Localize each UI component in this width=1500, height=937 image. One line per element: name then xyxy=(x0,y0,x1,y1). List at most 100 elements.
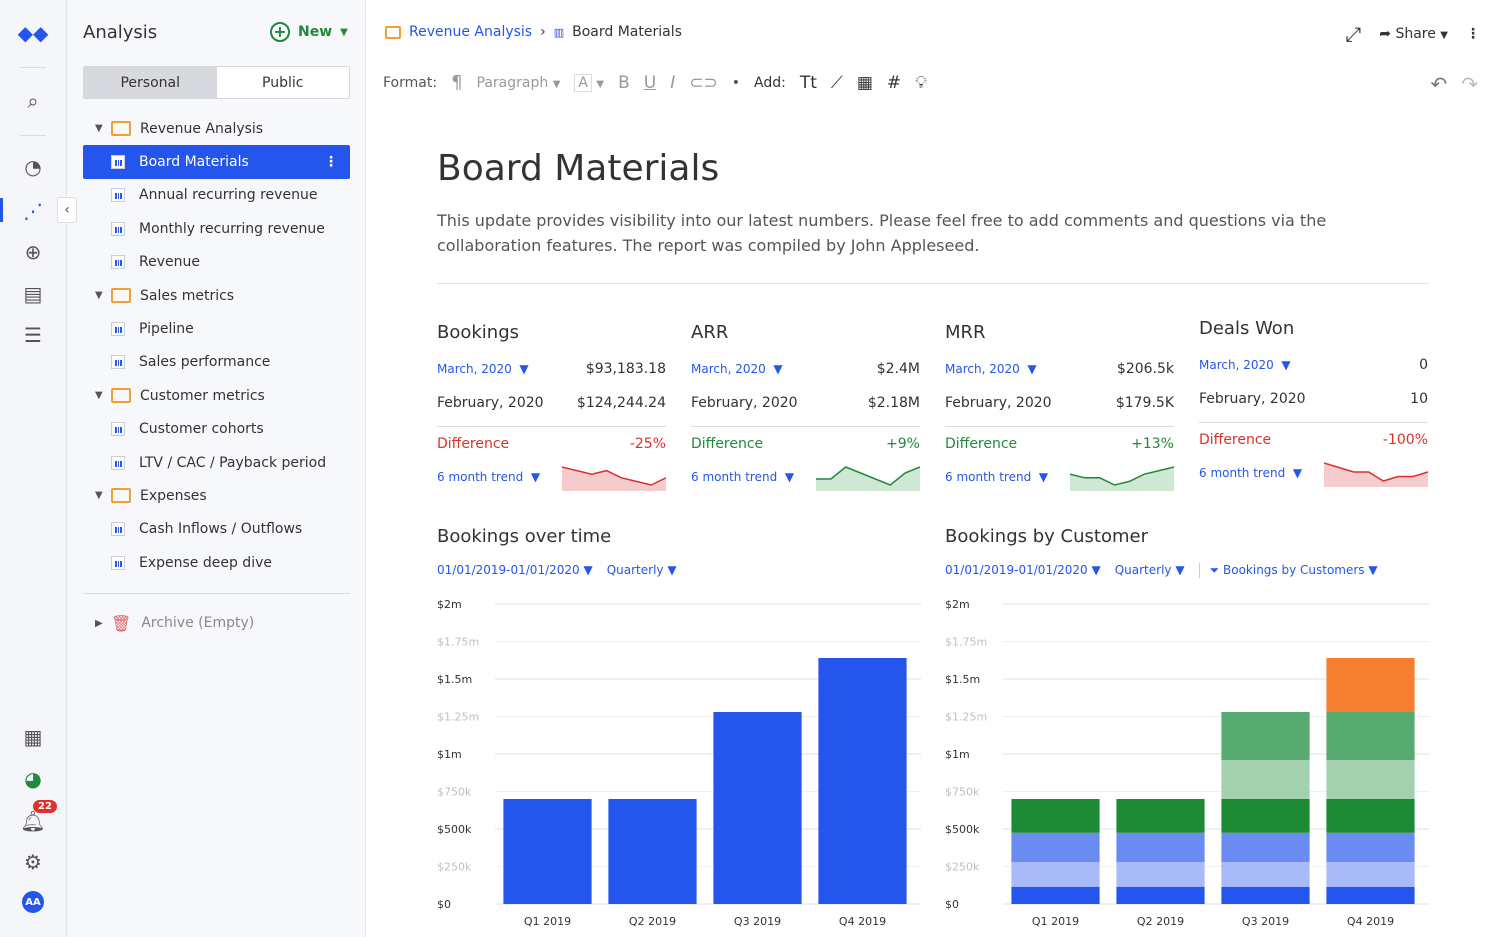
folder-item[interactable]: ▼ Customer metrics xyxy=(83,379,350,412)
avatar[interactable]: AA xyxy=(22,891,44,913)
period-dropdown[interactable]: March, 2020 ▼ xyxy=(945,362,1037,376)
target-icon[interactable]: ⊕ xyxy=(24,240,42,264)
date-range-dropdown[interactable]: 01/01/2019-01/01/2020 ▼ xyxy=(945,563,1101,577)
bold-icon[interactable]: B xyxy=(618,72,630,93)
previous-value: $2.18M xyxy=(867,395,920,411)
caret-right-icon[interactable]: ▶ xyxy=(95,617,103,629)
paragraph-select[interactable]: Paragraph ▼ xyxy=(476,74,561,91)
bar[interactable] xyxy=(503,799,592,904)
report-item[interactable]: Board Materials ⋮ xyxy=(83,145,350,179)
stacked-bar-segment[interactable] xyxy=(1326,760,1415,799)
report-item[interactable]: Sales performance xyxy=(83,346,350,379)
analysis-icon[interactable]: ⋰ xyxy=(23,199,43,223)
gear-icon[interactable]: ⚙ xyxy=(24,850,42,874)
bar[interactable] xyxy=(818,658,907,904)
stacked-bar-segment[interactable] xyxy=(1011,886,1100,904)
stacked-bar-segment[interactable] xyxy=(1011,832,1100,862)
redo-icon[interactable]: ↷ xyxy=(1461,72,1478,96)
expand-icon[interactable]: ⤢ xyxy=(1345,22,1362,46)
breadcrumb-folder[interactable]: Revenue Analysis xyxy=(409,24,533,40)
stacked-bar-segment[interactable] xyxy=(1116,886,1205,904)
line-chart-icon[interactable]: ⟋ xyxy=(830,72,843,93)
share-button[interactable]: ➦ Share ▼ xyxy=(1379,26,1448,42)
trend-dropdown[interactable]: 6 month trend ▼ xyxy=(437,470,541,484)
date-range-dropdown[interactable]: 01/01/2019-01/01/2020 ▼ xyxy=(437,563,593,577)
stacked-bar-segment[interactable] xyxy=(1326,658,1415,712)
folder-item[interactable]: ▼ Sales metrics xyxy=(83,279,350,312)
difference-value: -100% xyxy=(1382,431,1428,448)
history-controls: ↶ ↷ xyxy=(1430,72,1478,96)
bar[interactable] xyxy=(608,799,697,904)
new-button[interactable]: + New ▼ xyxy=(270,22,348,42)
y-tick-label: $1.75m xyxy=(945,636,987,649)
stacked-bar-segment[interactable] xyxy=(1221,760,1310,799)
caret-down-icon[interactable]: ▼ xyxy=(95,290,103,302)
caret-down-icon[interactable]: ▼ xyxy=(95,490,103,502)
more-icon[interactable]: ⋮ xyxy=(324,154,338,171)
caret-down-icon[interactable]: ▼ xyxy=(95,390,103,402)
sparkline-line xyxy=(1324,462,1428,482)
stacked-bar-segment[interactable] xyxy=(1221,862,1310,887)
report-item[interactable]: LTV / CAC / Payback period xyxy=(83,446,350,479)
text-icon[interactable]: Tt xyxy=(799,72,817,93)
report-item[interactable]: Customer cohorts xyxy=(83,413,350,446)
report-item[interactable]: Revenue xyxy=(83,246,350,279)
stacked-bar-segment[interactable] xyxy=(1116,832,1205,862)
trend-dropdown[interactable]: 6 month trend ▼ xyxy=(1199,466,1303,480)
filter-dropdown[interactable]: ⏷ Bookings by Customers ▼ xyxy=(1198,563,1378,578)
trend-dropdown[interactable]: 6 month trend ▼ xyxy=(945,470,1049,484)
undo-icon[interactable]: ↶ xyxy=(1430,72,1448,96)
period-dropdown[interactable]: March, 2020 ▼ xyxy=(691,362,783,376)
report-item[interactable]: Expense deep dive xyxy=(83,546,350,579)
report-item[interactable]: Annual recurring revenue xyxy=(83,179,350,212)
difference-label: Difference xyxy=(691,435,764,452)
list-icon[interactable]: ☰ xyxy=(24,323,42,347)
dashboard-gauge-icon[interactable]: ◔ xyxy=(24,155,42,179)
page-description[interactable]: This update provides visibility into our… xyxy=(437,211,1327,255)
stacked-bar-segment[interactable] xyxy=(1221,799,1310,833)
tab-public[interactable]: Public xyxy=(216,67,349,98)
granularity-dropdown[interactable]: Quarterly ▼ xyxy=(1114,563,1185,577)
stacked-bar-segment[interactable] xyxy=(1326,712,1415,760)
search-icon[interactable]: ⌕ xyxy=(27,89,39,113)
stacked-bar-segment[interactable] xyxy=(1011,799,1100,833)
tab-personal[interactable]: Personal xyxy=(84,67,217,98)
stacked-bar-segment[interactable] xyxy=(1221,712,1310,760)
more-menu-icon[interactable]: ⋮ xyxy=(1466,26,1480,42)
stacked-bar-segment[interactable] xyxy=(1221,832,1310,862)
pilcrow-icon[interactable]: ¶ xyxy=(451,72,463,93)
bell-icon[interactable]: 🔔︎ xyxy=(20,809,46,833)
insight-bulb-icon[interactable]: 💡︎ xyxy=(915,72,928,93)
trend-dropdown[interactable]: 6 month trend ▼ xyxy=(691,470,795,484)
stacked-bar-segment[interactable] xyxy=(1011,862,1100,887)
bar[interactable] xyxy=(713,712,802,904)
period-dropdown[interactable]: March, 2020 ▼ xyxy=(437,362,529,376)
table-icon[interactable]: ▦ xyxy=(856,72,873,93)
stacked-bar-segment[interactable] xyxy=(1221,886,1310,904)
stacked-bar-segment[interactable] xyxy=(1326,886,1415,904)
stacked-bar-segment[interactable] xyxy=(1116,799,1205,833)
underline-icon[interactable]: U xyxy=(643,72,657,93)
archive-folder[interactable]: ▶ 🗑︎ Archive (Empty) xyxy=(83,606,350,639)
stacked-bar-segment[interactable] xyxy=(1326,832,1415,862)
font-color-icon[interactable]: A ▼ xyxy=(574,73,604,92)
caret-down-icon[interactable]: ▼ xyxy=(95,123,103,135)
report-item[interactable]: Pipeline xyxy=(83,312,350,345)
stacked-bar-segment[interactable] xyxy=(1326,799,1415,833)
stacked-bar-segment[interactable] xyxy=(1326,862,1415,887)
logo-icon[interactable]: ◆◆ xyxy=(17,21,49,45)
report-item[interactable]: Monthly recurring revenue xyxy=(83,212,350,245)
table-icon[interactable]: ▦ xyxy=(23,725,43,749)
link-icon[interactable]: ⊂⊃ xyxy=(689,72,718,93)
granularity-dropdown[interactable]: Quarterly ▼ xyxy=(606,563,677,577)
document-icon[interactable]: ▤ xyxy=(23,282,43,306)
collapse-sidebar-button[interactable]: ‹ xyxy=(57,197,77,223)
period-dropdown[interactable]: March, 2020 ▼ xyxy=(1199,358,1291,372)
number-icon[interactable]: # xyxy=(886,72,902,93)
stacked-bar-segment[interactable] xyxy=(1116,862,1205,887)
folder-item[interactable]: ▼ Expenses xyxy=(83,479,350,512)
report-item[interactable]: Cash Inflows / Outflows xyxy=(83,513,350,546)
italic-icon[interactable]: I xyxy=(670,72,676,93)
folder-item[interactable]: ▼ Revenue Analysis xyxy=(83,112,350,145)
integrations-icon[interactable]: ◕ xyxy=(24,767,42,791)
